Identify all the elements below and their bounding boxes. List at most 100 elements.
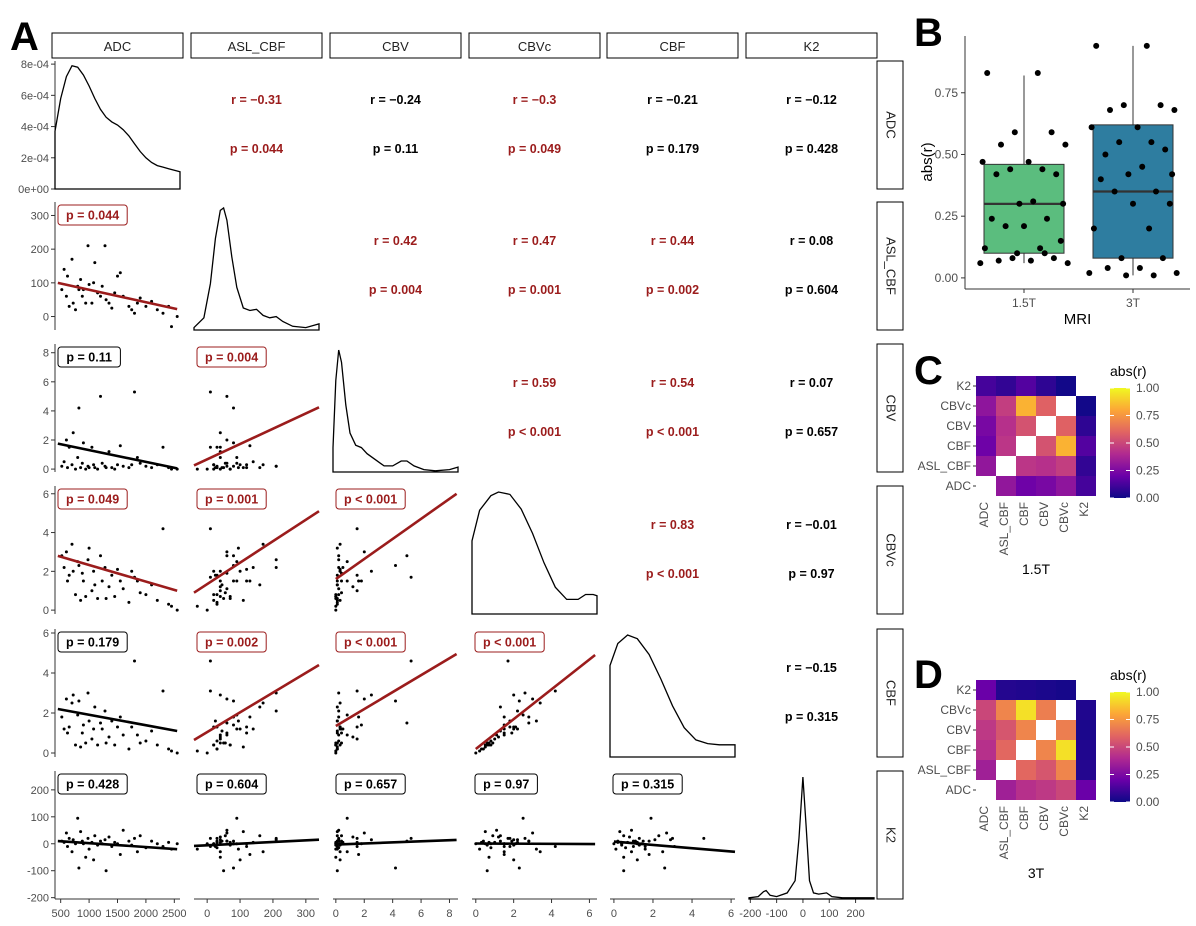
scatter-point bbox=[144, 304, 148, 308]
scatter-point bbox=[335, 583, 339, 587]
scatter-point bbox=[512, 693, 516, 697]
jitter-point bbox=[1150, 272, 1157, 279]
heatmap-row-label: CBF bbox=[947, 743, 971, 757]
p-value-box bbox=[196, 631, 267, 653]
scatter-point bbox=[212, 569, 216, 573]
heatmap-cell bbox=[1036, 680, 1056, 700]
scatter-point bbox=[90, 301, 94, 305]
scatter-point bbox=[215, 445, 219, 449]
x-tick-label: 0 bbox=[204, 908, 210, 920]
x-axis-title: MRI bbox=[1064, 311, 1092, 328]
heatmap-cell bbox=[1016, 456, 1036, 476]
y-tick-label: 4 bbox=[43, 528, 49, 540]
heatmap-col-label: ASL_CBF bbox=[997, 806, 1011, 859]
scatter-point bbox=[241, 466, 245, 470]
scatter-point bbox=[245, 725, 249, 729]
y-tick-label: 6 bbox=[43, 628, 49, 640]
scatter-point bbox=[238, 463, 242, 467]
scatter-point bbox=[218, 456, 222, 459]
scatter-point bbox=[355, 573, 359, 577]
scatter-point bbox=[337, 715, 341, 719]
scatter-point bbox=[622, 869, 626, 873]
legend-tick-label: 1.00 bbox=[1136, 381, 1160, 395]
scatter-point bbox=[62, 566, 66, 569]
heatmap-cell bbox=[1076, 740, 1096, 760]
p-value-box bbox=[196, 773, 267, 795]
scatter-point bbox=[127, 839, 131, 843]
jitter-point bbox=[1034, 70, 1041, 76]
x-tick-label: 200 bbox=[264, 908, 282, 920]
scatter-point bbox=[64, 550, 68, 554]
heatmap-cell bbox=[976, 680, 996, 700]
jitter-point bbox=[1169, 171, 1176, 178]
jitter-point bbox=[1111, 188, 1118, 195]
scatter-point bbox=[135, 456, 139, 459]
scatter-point bbox=[241, 830, 245, 834]
scatter-point bbox=[337, 554, 341, 558]
scatter-point bbox=[86, 691, 90, 695]
scatter-point bbox=[337, 558, 341, 562]
scatter-point bbox=[79, 745, 83, 749]
scatter-point bbox=[510, 839, 514, 843]
scatter-point bbox=[635, 858, 639, 862]
x-tick-label: 6 bbox=[586, 908, 592, 920]
heatmap-row-label: CBV bbox=[946, 419, 971, 433]
regression-line bbox=[474, 653, 596, 751]
heatmap-title: 3T bbox=[1028, 865, 1045, 881]
x-tick-label: 2 bbox=[361, 908, 367, 920]
heatmap-cell bbox=[1036, 760, 1056, 780]
scatter-point bbox=[103, 838, 107, 842]
heatmap-cell bbox=[1036, 780, 1056, 800]
scatter-point bbox=[90, 737, 94, 741]
scatter-point bbox=[92, 281, 96, 285]
scatter-point bbox=[90, 445, 94, 449]
scatter-point bbox=[62, 267, 66, 271]
scatter-point bbox=[232, 699, 235, 703]
scatter-point bbox=[338, 743, 342, 747]
scatter-point bbox=[223, 591, 227, 595]
strip-row-adc bbox=[876, 60, 904, 190]
heatmap-cell bbox=[996, 436, 1016, 456]
scatter-point bbox=[74, 593, 77, 597]
scatter-point bbox=[93, 261, 97, 265]
jitter-point bbox=[1030, 198, 1037, 205]
y-tick-label: 100 bbox=[31, 278, 49, 290]
scatter-point bbox=[248, 853, 252, 856]
scatter-point bbox=[612, 842, 616, 846]
jitter-point bbox=[988, 215, 995, 222]
y-tick-label: 0.75 bbox=[935, 86, 959, 100]
scatter-point bbox=[512, 858, 516, 862]
heatmap-cell bbox=[996, 720, 1016, 740]
x-tick-label: 500 bbox=[52, 908, 70, 920]
heatmap-col-label: ADC bbox=[977, 502, 991, 528]
scatter-point bbox=[553, 689, 557, 693]
scatter-point bbox=[62, 460, 66, 464]
scatter-point bbox=[215, 466, 219, 470]
scatter-point bbox=[362, 550, 366, 554]
jitter-point bbox=[998, 141, 1004, 148]
scatter-point bbox=[66, 731, 69, 735]
scatter-point bbox=[96, 597, 100, 600]
scatter-point bbox=[113, 595, 117, 598]
x-tick-label: 300 bbox=[297, 908, 315, 920]
scatter-point bbox=[245, 567, 249, 571]
heatmap-cell bbox=[1036, 700, 1056, 720]
x-tick-label: 2 bbox=[650, 908, 656, 920]
scatter-point bbox=[133, 390, 136, 394]
scatter-point bbox=[64, 438, 68, 442]
jitter-point bbox=[1009, 255, 1016, 262]
scatter-point bbox=[208, 836, 212, 840]
jitter-point bbox=[1159, 255, 1166, 262]
scatter-point bbox=[487, 855, 491, 859]
heatmap-cell bbox=[1056, 436, 1076, 456]
p-value-box bbox=[196, 488, 267, 510]
heatmap-row-label: ADC bbox=[946, 479, 972, 493]
scatter-point bbox=[70, 701, 74, 705]
correlation-r: r = 0.07 bbox=[790, 376, 833, 390]
scatter-point bbox=[702, 836, 706, 840]
p-value-label: p = 0.049 bbox=[66, 493, 119, 507]
jitter-point bbox=[1021, 223, 1027, 230]
p-value-box bbox=[57, 488, 128, 510]
scatter-point bbox=[248, 579, 252, 583]
scatter-point bbox=[223, 461, 227, 465]
